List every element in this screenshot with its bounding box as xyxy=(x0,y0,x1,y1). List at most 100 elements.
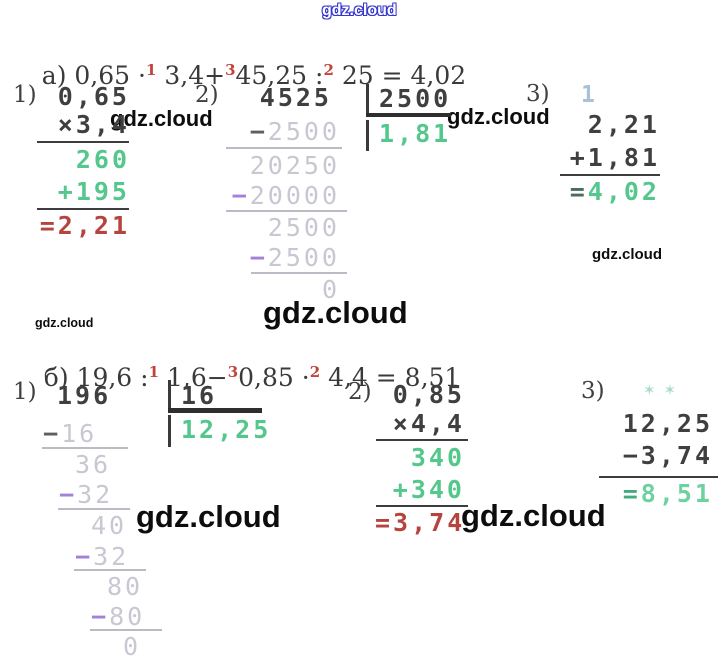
order-superscript-3: 3 xyxy=(227,362,239,381)
order-superscript-3: 3 xyxy=(225,60,236,79)
division-step: −80 xyxy=(91,602,146,631)
step-number: 40 xyxy=(91,511,128,540)
expression-b-text: 1,6− xyxy=(159,362,228,392)
step-label-a1: 1) xyxy=(13,82,37,108)
partial-product: 340 xyxy=(410,443,465,472)
divisor: 2500 xyxy=(379,84,452,113)
expression-b: б) 19,6 :1 1,6−30,85 ·2 4,4 = 8,51 xyxy=(12,336,461,419)
equals-sign: = xyxy=(622,479,641,508)
watermark-a2: gdz.cloud xyxy=(447,104,550,129)
result-number: 8,51 xyxy=(640,479,713,508)
dividend: 196 xyxy=(57,381,112,410)
watermark-a1: gdz.cloud xyxy=(110,106,213,131)
minus-sign: − xyxy=(249,243,268,272)
step-number: 20000 xyxy=(249,181,340,210)
step-number: 32 xyxy=(77,480,114,509)
result-underline xyxy=(599,476,718,478)
division-step-underline xyxy=(58,508,130,510)
division-bracket-bar xyxy=(168,380,171,411)
remainder: 0 xyxy=(321,275,340,304)
step-number: 2500 xyxy=(267,243,340,272)
multiplication-underline xyxy=(37,141,129,143)
order-superscript-2: 2 xyxy=(323,60,334,79)
watermark-top: gdz.cloud xyxy=(322,2,397,19)
quotient-bar xyxy=(366,120,369,151)
divisor: 16 xyxy=(181,381,218,410)
multiplicand: 0,85 xyxy=(392,380,465,409)
borrow-marks: ✶✶ xyxy=(643,381,685,399)
step-label-b1: 1) xyxy=(13,379,37,405)
minus-sign: − xyxy=(91,602,110,631)
division-step: −32 xyxy=(59,480,114,509)
multiplicand: 0,65 xyxy=(57,82,130,111)
minus-sign: − xyxy=(43,419,62,448)
subtrahend: −3,74 xyxy=(622,441,713,470)
step-number: 32 xyxy=(93,542,130,571)
sum-result: =4,02 xyxy=(558,177,660,206)
watermark-b1: gdz.cloud xyxy=(136,499,281,534)
expression-b-text: 4,4 = 8,51 xyxy=(320,362,461,392)
divisor-underline xyxy=(168,408,262,413)
division-step: −16 xyxy=(43,419,97,448)
multiplier: ×4,4 xyxy=(392,409,465,438)
dividend: 4525 xyxy=(259,83,332,112)
division-step: −2500 xyxy=(220,117,340,146)
partial-product: +340 xyxy=(392,475,465,504)
step-label-b3: 3) xyxy=(581,378,605,404)
watermark-center: gdz.cloud xyxy=(263,295,408,330)
expression-a-text: 45,25 : xyxy=(235,60,324,90)
step-label-a3: 3) xyxy=(526,81,550,107)
step-number: 2500 xyxy=(267,213,340,242)
division-step-underline xyxy=(226,147,342,149)
division-bracket-bar xyxy=(366,84,369,115)
step-number: 36 xyxy=(75,450,112,479)
minus-sign: − xyxy=(249,117,268,146)
watermark-a3-small: gdz.cloud xyxy=(592,246,662,263)
watermark-b2: gdz.cloud xyxy=(461,498,606,533)
step-number: 20250 xyxy=(249,151,340,180)
division-step-underline xyxy=(42,447,128,449)
minus-sign: − xyxy=(231,181,250,210)
product-result: =3,74 xyxy=(375,508,466,537)
expression-a-text: а) 0,65 · xyxy=(41,60,146,90)
minus-sign: − xyxy=(59,480,78,509)
division-step-underline xyxy=(226,210,347,212)
partial-product: 260 xyxy=(75,145,130,174)
product-result: =2,21 xyxy=(39,211,130,240)
expression-b-text: 0,85 · xyxy=(238,362,310,392)
step-number: 80 xyxy=(109,602,146,631)
result-underline xyxy=(37,208,129,210)
addend: 2,21 xyxy=(587,110,660,139)
division-step-underline xyxy=(251,272,347,274)
multiplier: ×3,4 xyxy=(57,110,130,139)
partial-product: +195 xyxy=(57,177,130,206)
expression-b-text: б) 19,6 : xyxy=(43,362,149,392)
division-step: −2500 xyxy=(220,243,340,272)
result-underline xyxy=(376,505,468,507)
minuend: 12,25 xyxy=(622,409,713,438)
equals-sign: = xyxy=(569,177,588,206)
division-step-underline xyxy=(90,629,162,631)
remainder: 0 xyxy=(123,632,142,661)
division-step: −32 xyxy=(75,542,130,571)
order-superscript-1: 1 xyxy=(148,362,160,381)
division-step-underline xyxy=(74,569,146,571)
expression-a-text: 3,4+ xyxy=(156,60,226,90)
quotient: 12,25 xyxy=(181,415,272,444)
quotient-bar xyxy=(168,415,171,447)
order-superscript-1: 1 xyxy=(145,60,157,79)
result-number: 4,02 xyxy=(587,177,660,206)
order-superscript-2: 2 xyxy=(309,362,321,381)
step-number: 80 xyxy=(107,572,144,601)
addend: +1,81 xyxy=(569,143,660,172)
divisor-underline xyxy=(366,113,451,117)
step-number: 2500 xyxy=(267,117,340,146)
watermark-b-small: gdz.cloud xyxy=(35,316,94,330)
minus-sign: − xyxy=(75,542,94,571)
difference-result: =8,51 xyxy=(609,479,713,508)
division-step: −20000 xyxy=(220,181,340,210)
result-underline xyxy=(560,174,660,176)
quotient: 1,81 xyxy=(379,119,452,148)
carry-mark: 1 xyxy=(581,82,598,108)
